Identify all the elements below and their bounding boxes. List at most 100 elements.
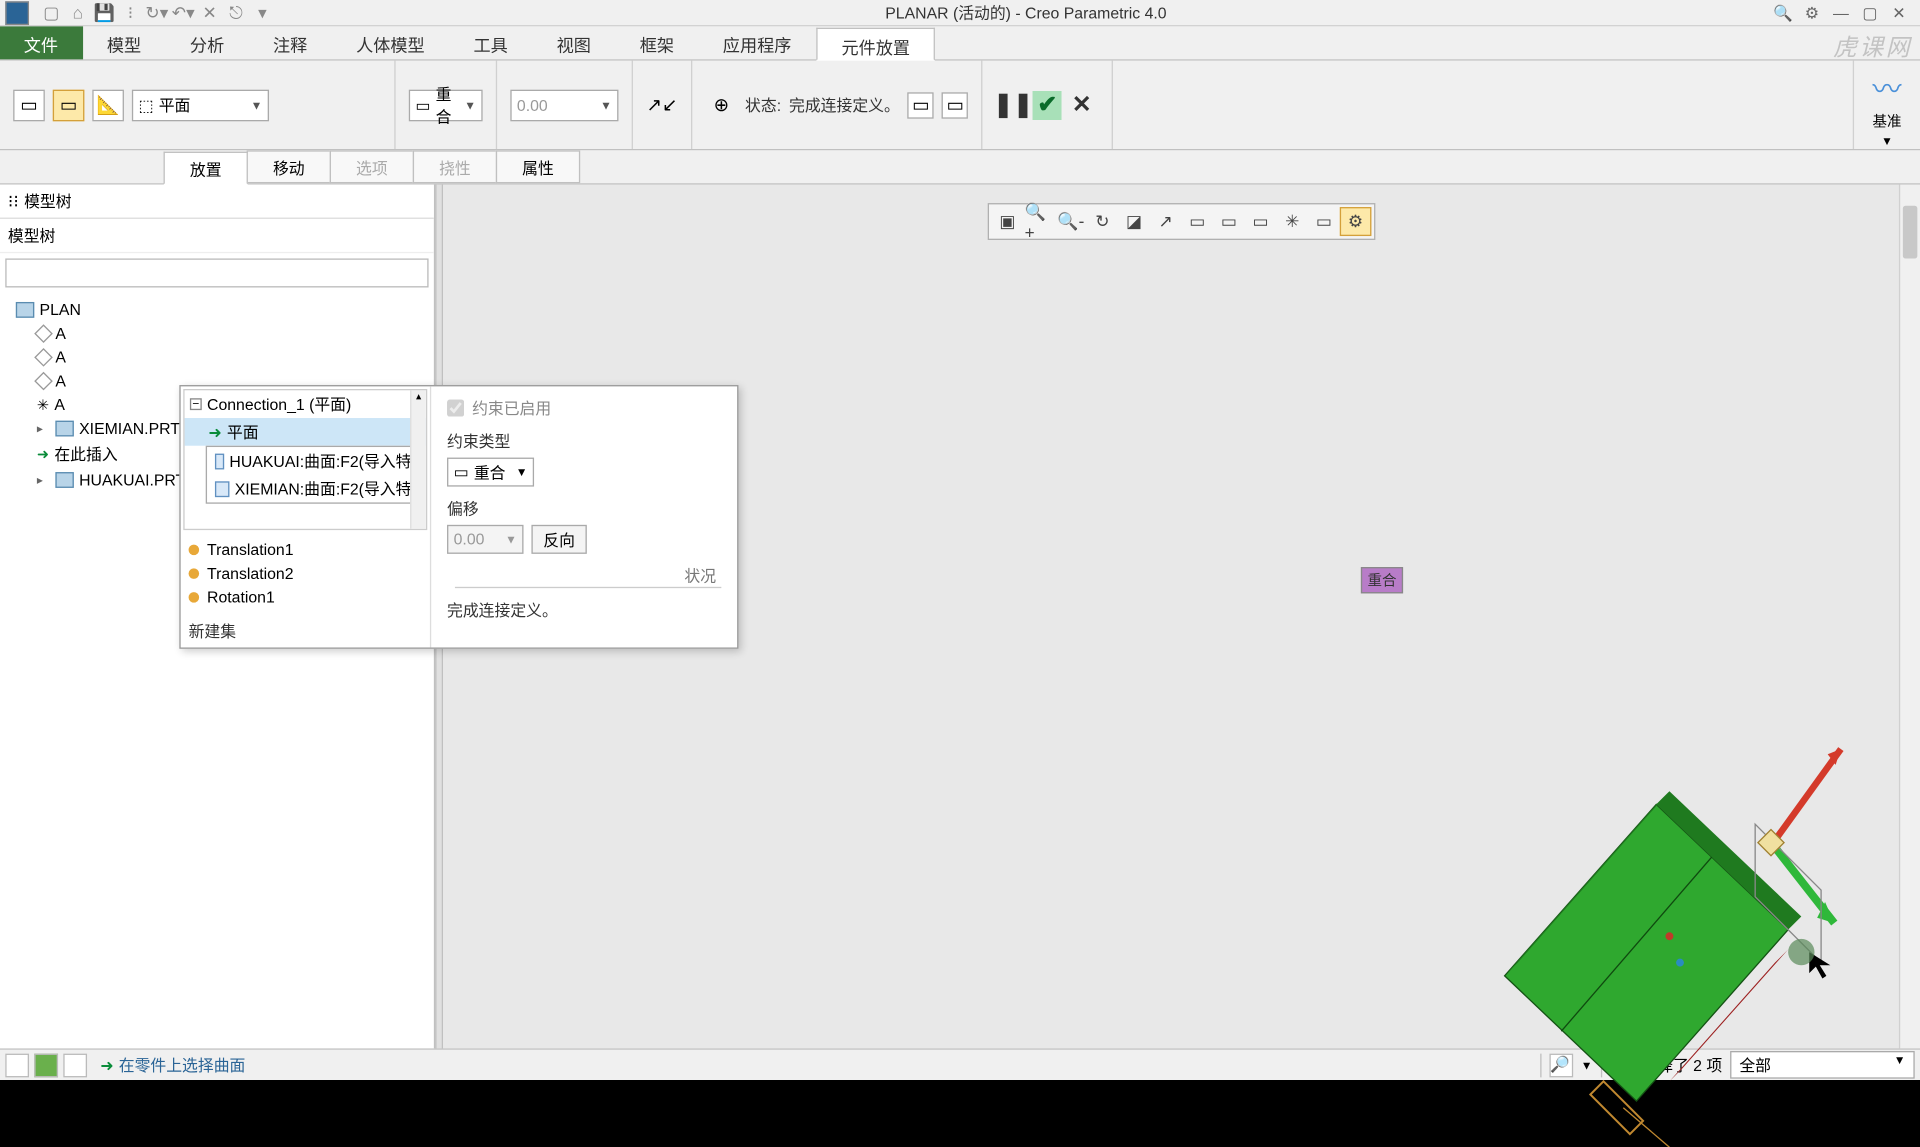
constr-icon-3[interactable]: 📐 — [92, 89, 124, 121]
shade-icon[interactable]: ◪ — [1118, 207, 1150, 236]
planar-constraint-item[interactable]: ➜平面 — [185, 418, 426, 446]
selection-item-2[interactable]: XIEMIAN:曲面:F2(导入特 — [207, 475, 419, 503]
annot-icon[interactable]: ✳ — [1276, 207, 1308, 236]
repaint-icon[interactable]: ↻ — [1087, 207, 1119, 236]
sb-icon-3[interactable] — [63, 1053, 87, 1077]
sb-icon-2[interactable] — [34, 1053, 58, 1077]
subtab-placement[interactable]: 放置 — [164, 152, 248, 185]
datum-group[interactable]: 〰 基准 ▼ — [1853, 61, 1920, 149]
layer-icon[interactable]: ▭ — [1213, 207, 1245, 236]
ribbon-panel: ▭ ▭ 📐 ⬚平面 ▼ ▭重合 ▼ 0.00 ▼ ↗↙ ⊕ 状态: — [0, 61, 1920, 151]
datum-icon: 〰 — [1873, 66, 1902, 108]
redo-icon[interactable]: ✕ — [198, 1, 222, 25]
ribbon-tabs: 文件 模型 分析 注释 人体模型 工具 视图 框架 应用程序 元件放置 — [0, 26, 1920, 60]
zoom-in-icon[interactable]: 🔍+ — [1023, 207, 1055, 236]
offset-input[interactable]: 0.00 ▼ — [510, 89, 618, 121]
close-button[interactable]: ✕ — [1888, 2, 1909, 23]
status-icon: ⊕ — [705, 89, 737, 121]
title-bar: ▢ ⌂ 💾 ⁝ ↻▾ ↶▾ ✕ ⎋ ▾ PLANAR (活动的) - Creo … — [0, 0, 1920, 26]
status-opt-2[interactable]: ▭ — [942, 92, 968, 118]
tree-header-label: 模型树 — [24, 190, 71, 212]
settings-icon[interactable]: ⚙ — [1801, 2, 1822, 23]
tab-component-placement[interactable]: 元件放置 — [816, 28, 935, 61]
subtab-flex: 挠性 — [413, 150, 497, 183]
status-label: 状态: — [745, 94, 781, 116]
vt-active-btn[interactable]: ⚙ — [1340, 207, 1372, 236]
status-value: 完成连接定义。 — [789, 94, 900, 116]
save-icon[interactable]: 💾 — [92, 1, 116, 25]
main-area: ⁝⁝ 模型树 模型树 PLAN A A A ✳A ▸XIEMIAN.PRT ➜在… — [0, 185, 1920, 1049]
refit-icon[interactable]: ▣ — [992, 207, 1024, 236]
undo-icon[interactable]: ↶▾ — [171, 1, 195, 25]
status-message: ➜在零件上选择曲面 — [92, 1054, 245, 1076]
constraint-label-3d: 重合 — [1361, 567, 1403, 593]
saved-views-icon[interactable]: ▭ — [1182, 207, 1214, 236]
minimize-button[interactable]: — — [1830, 2, 1851, 23]
tab-model[interactable]: 模型 — [83, 26, 166, 59]
tab-analysis[interactable]: 分析 — [166, 26, 249, 59]
tree-datum[interactable]: A — [0, 345, 434, 369]
tab-framework[interactable]: 框架 — [616, 26, 699, 59]
selection-item-1[interactable]: HUAKUAI:曲面:F2(导入特 — [207, 447, 419, 475]
placement-popup: −Connection_1 (平面) ➜平面 HUAKUAI:曲面:F2(导入特… — [179, 385, 738, 649]
constr-icon-1[interactable]: ▭ — [13, 89, 45, 121]
3d-scene — [1485, 725, 1854, 1147]
subtab-options: 选项 — [330, 150, 414, 183]
finalize-buttons: ❚❚ ✔ ✕ — [983, 61, 1112, 149]
enable-constraint-checkbox[interactable]: 约束已启用 — [447, 397, 721, 419]
spin-icon[interactable]: ↗ — [1150, 207, 1182, 236]
tree-top-asm[interactable]: PLAN — [0, 298, 434, 322]
regen-icon[interactable]: ↻▾ — [145, 1, 169, 25]
tree-header: ⁝⁝ 模型树 — [0, 185, 434, 219]
tree-datum[interactable]: A — [0, 322, 434, 346]
dof-translation2[interactable]: Translation2 — [189, 562, 422, 586]
tree-filter-input[interactable] — [5, 258, 428, 287]
reverse-button[interactable]: 反向 — [531, 525, 586, 554]
tab-tools[interactable]: 工具 — [450, 26, 533, 59]
zoom-out-icon[interactable]: 🔍- — [1055, 207, 1087, 236]
constr-icon-2[interactable]: ▭ — [53, 89, 85, 121]
constraint-type-label: 平面 — [159, 94, 191, 116]
new-icon[interactable]: ▢ — [40, 1, 64, 25]
capture-icon[interactable]: ▭ — [1245, 207, 1277, 236]
type-label: 约束类型 — [447, 430, 721, 452]
list-scroll[interactable]: ▴ — [410, 390, 426, 528]
qat-btn[interactable]: ⁝ — [119, 1, 143, 25]
dof-translation1[interactable]: Translation1 — [189, 538, 422, 562]
constraint-type-select[interactable]: ⬚平面 ▼ — [132, 89, 269, 121]
subtab-props[interactable]: 属性 — [496, 150, 580, 183]
close-win-icon[interactable]: ⎋ — [224, 1, 248, 25]
sb-icon-1[interactable] — [5, 1053, 29, 1077]
dof-rotation1[interactable]: Rotation1 — [189, 585, 422, 609]
open-icon[interactable]: ⌂ — [66, 1, 90, 25]
app-icon — [5, 1, 29, 25]
vertical-scrollbar[interactable] — [1899, 185, 1920, 1049]
align-type-select[interactable]: ▭重合 ▼ — [409, 89, 483, 121]
quick-access-toolbar: ▢ ⌂ 💾 ⁝ ↻▾ ↶▾ ✕ ⎋ ▾ — [34, 1, 279, 25]
status-opt-1[interactable]: ▭ — [908, 92, 934, 118]
flip-icon[interactable]: ↗↙ — [646, 89, 678, 121]
new-set-link[interactable]: 新建集 — [181, 615, 430, 648]
cancel-button[interactable]: ✕ — [1067, 90, 1096, 119]
qat-more-icon[interactable]: ▾ — [251, 1, 275, 25]
pause-button[interactable]: ❚❚ — [999, 90, 1028, 119]
offset-label: 偏移 — [447, 497, 721, 519]
constraint-type-combo[interactable]: ▭重合▼ — [447, 458, 534, 487]
sub-tabs: 放置 移动 选项 挠性 属性 — [0, 150, 1920, 184]
tree-section: 模型树 — [0, 219, 434, 253]
vt-btn[interactable]: ▭ — [1308, 207, 1340, 236]
search-icon[interactable]: 🔍 — [1772, 2, 1793, 23]
connection-header[interactable]: −Connection_1 (平面) — [185, 390, 426, 418]
tab-applications[interactable]: 应用程序 — [699, 26, 816, 59]
maximize-button[interactable]: ▢ — [1859, 2, 1880, 23]
tab-manikin[interactable]: 人体模型 — [332, 26, 449, 59]
align-type-label: 重合 — [436, 82, 459, 127]
ok-button[interactable]: ✔ — [1033, 90, 1062, 119]
tab-view[interactable]: 视图 — [533, 26, 616, 59]
tab-annotate[interactable]: 注释 — [249, 26, 332, 59]
popup-status-text: 完成连接定义。 — [447, 599, 721, 621]
view-toolbar: ▣ 🔍+ 🔍- ↻ ◪ ↗ ▭ ▭ ▭ ✳ ▭ ⚙ — [988, 203, 1376, 240]
datum-label: 基准 — [1873, 111, 1902, 132]
subtab-move[interactable]: 移动 — [247, 150, 331, 183]
tab-file[interactable]: 文件 — [0, 26, 83, 59]
